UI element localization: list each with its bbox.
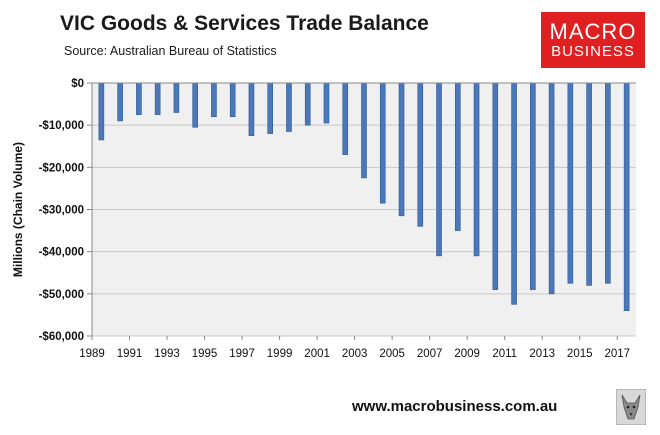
x-tick-label: 2009 [454,348,480,360]
bar [623,82,630,311]
bar [267,82,274,134]
x-tick-label: 1993 [154,348,180,360]
bar [586,82,592,286]
x-tick-label: 1999 [267,348,293,360]
x-tick-label: 2017 [604,348,630,360]
x-tick-label: 1989 [79,348,105,360]
bar [398,82,405,217]
y-tick-label: -$50,000 [39,289,84,301]
x-tick-label: 2003 [342,348,368,360]
logo-line-macro: MACRO [549,18,637,44]
y-axis-label: Millions (Chain Volume) [11,142,25,277]
bar [492,82,499,290]
x-tick-label: 1995 [192,348,218,360]
bar [436,82,442,257]
y-tick-label: -$20,000 [39,162,84,174]
chart-title: VIC Goods & Services Trade Balance [60,12,429,35]
x-tick-label: 2011 [492,348,517,360]
bar [154,82,161,115]
bar [117,82,123,122]
bar [361,82,367,179]
y-tick-label: -$30,000 [39,205,84,217]
y-tick-label: -$10,000 [39,120,84,132]
x-tick-label: 2001 [304,348,330,360]
bar [323,82,330,124]
bar [248,82,255,137]
bar [286,82,292,132]
x-tick-label: 1991 [117,348,143,360]
y-tick-label: -$40,000 [39,247,84,259]
bar [173,82,180,113]
x-tick-label: 2013 [529,348,555,360]
bar [454,82,461,231]
x-tick-label: 2015 [567,348,593,360]
chart-source: Source: Australian Bureau of Statistics [64,44,277,58]
bar [548,82,555,295]
y-tick-label: -$60,000 [39,331,84,343]
bar [530,82,536,290]
bar [605,82,611,284]
bar [304,82,311,126]
macrobusiness-logo: MACRO BUSINESS [541,12,645,68]
x-tick-label: 1997 [229,348,255,360]
bar [379,82,386,204]
bar [511,82,517,305]
x-tick-label: 2005 [379,348,405,360]
bar [229,82,236,118]
y-tick-label: $0 [71,78,84,90]
bar [417,82,424,227]
bar [211,82,217,118]
bar [192,82,198,128]
bar [473,82,480,257]
footer-url: www.macrobusiness.com.au [352,398,558,415]
bar [136,82,142,115]
bar [567,82,574,284]
wolf-logo-icon [616,389,646,425]
logo-line-business: BUSINESS [551,42,635,60]
x-tick-label: 2007 [417,348,443,360]
bar [342,82,349,155]
bar [98,82,105,141]
